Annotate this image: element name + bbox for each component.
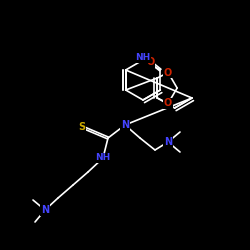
Text: NH: NH <box>136 54 150 62</box>
Text: N: N <box>164 137 172 147</box>
Text: O: O <box>164 98 172 108</box>
Text: NH: NH <box>96 154 110 162</box>
Text: N: N <box>41 205 49 215</box>
Text: O: O <box>164 68 172 78</box>
Text: O: O <box>146 57 154 67</box>
Text: S: S <box>78 122 86 132</box>
Text: N: N <box>121 120 129 130</box>
